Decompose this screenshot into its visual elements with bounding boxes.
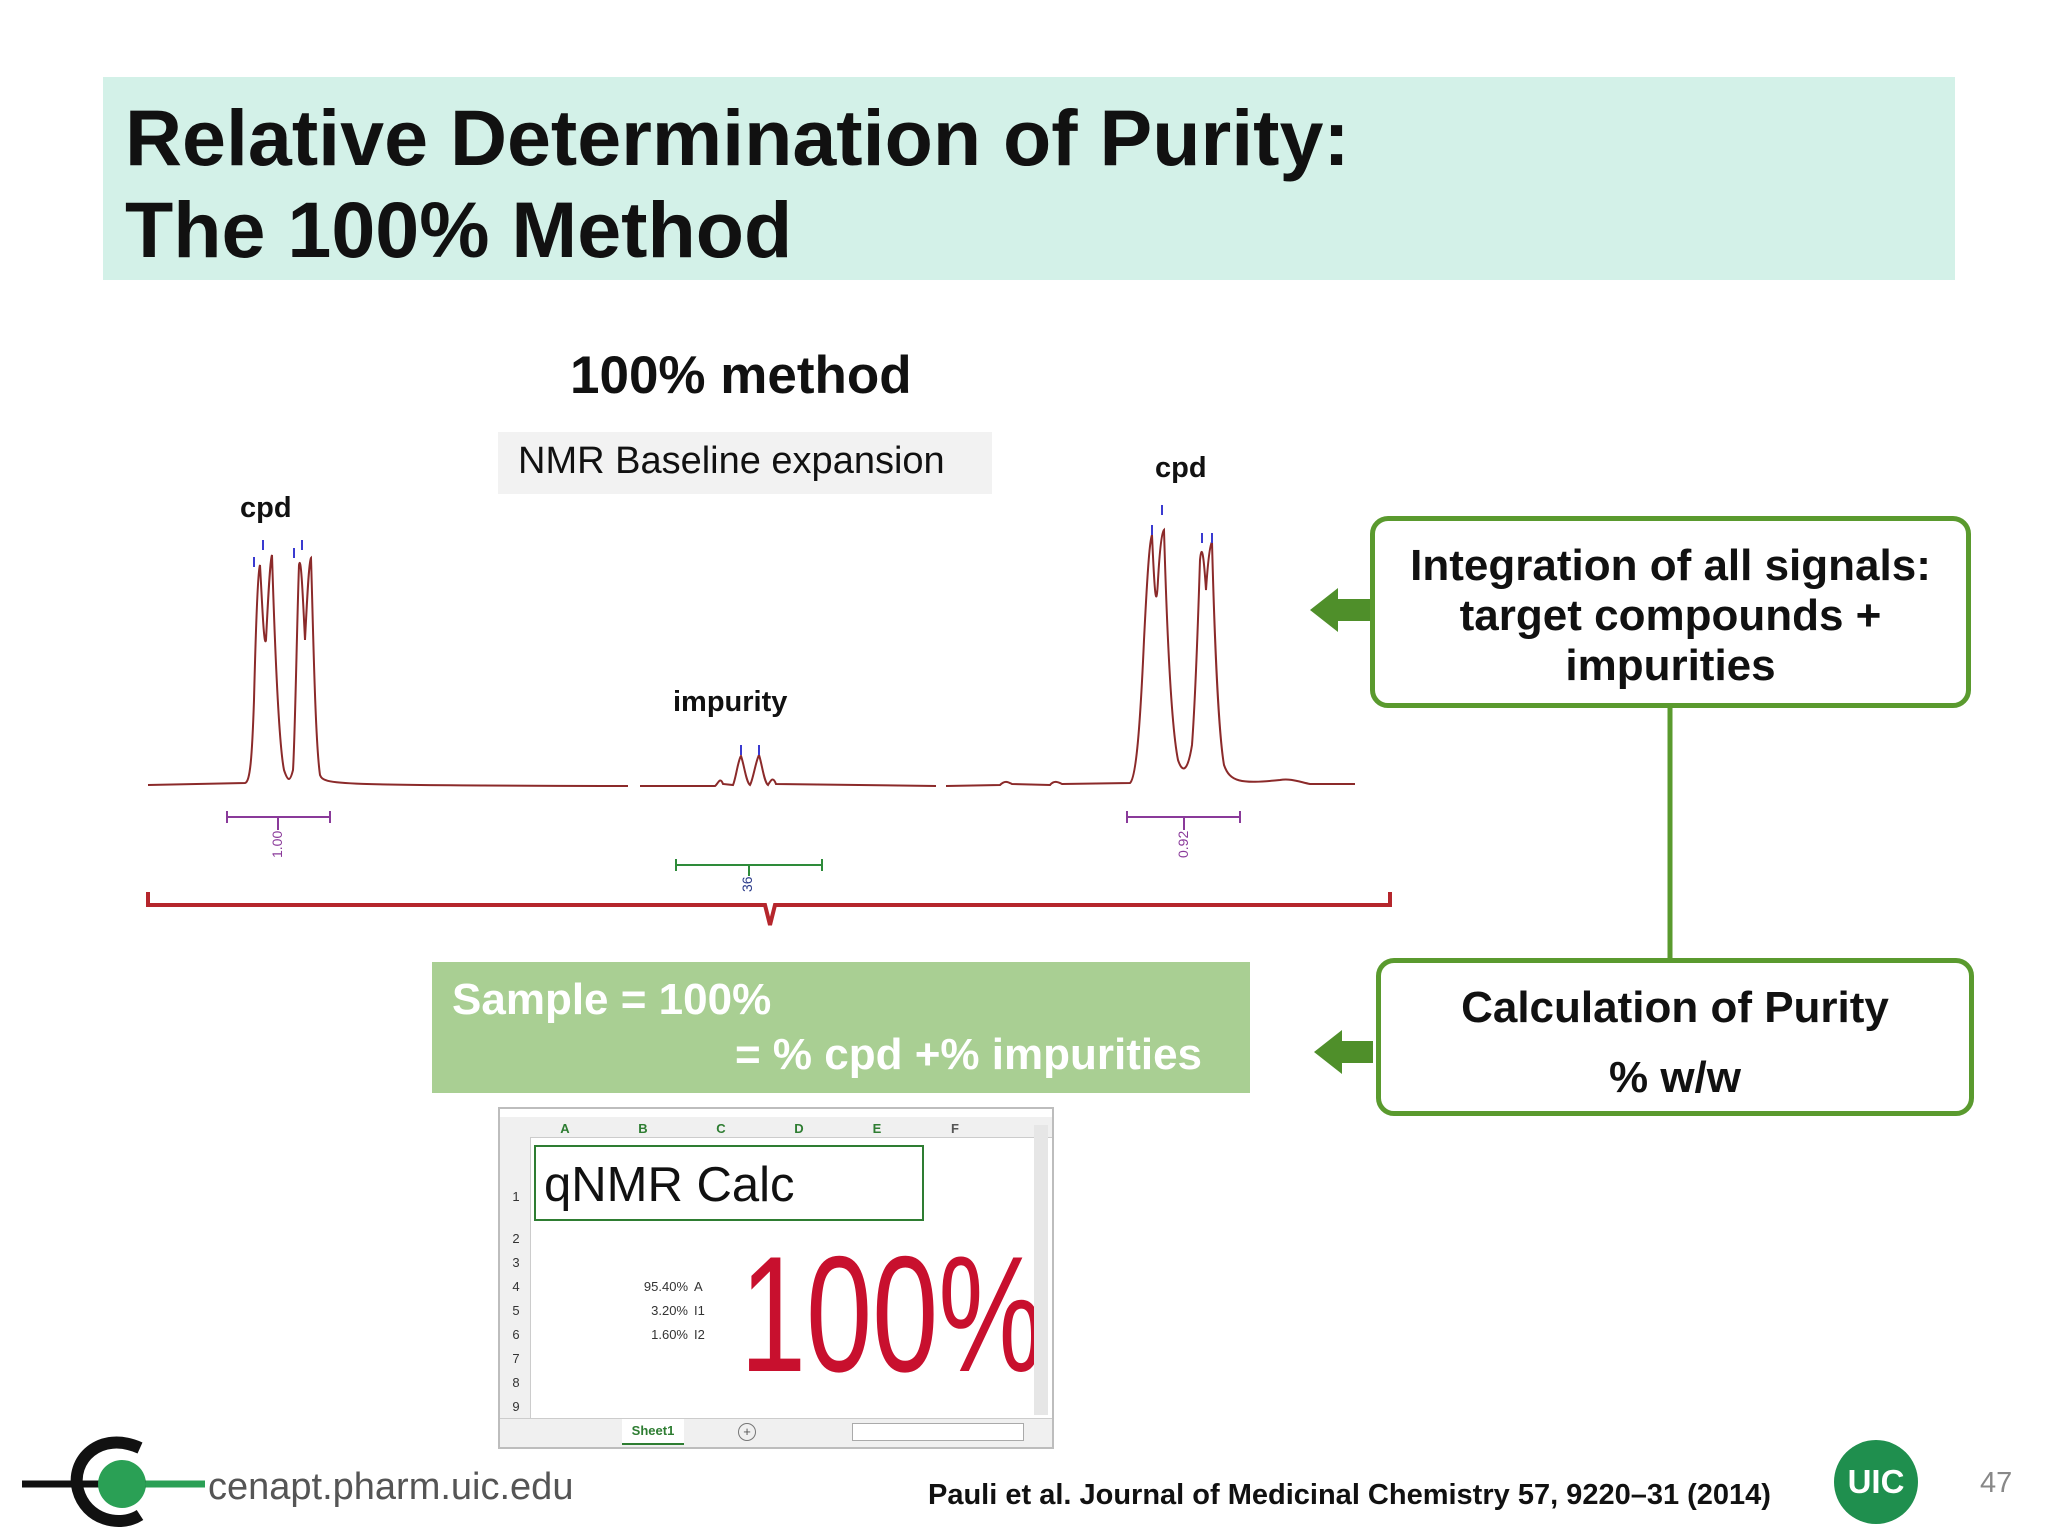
callout-integration: Integration of all signals: target compo… (1370, 516, 1971, 708)
label-cell-3: I2 (694, 1327, 705, 1342)
calc-line1: Calculation of Purity (1461, 983, 1889, 1032)
column-header-bar (500, 1117, 1052, 1138)
scrollbar-horizontal[interactable] (852, 1423, 1024, 1441)
integral-value-impurity: 36 (739, 876, 755, 892)
title-banner (103, 77, 1955, 280)
slide-title: Relative Determination of Purity: The 10… (125, 93, 1350, 274)
spreadsheet-screenshot: A B C D E F 1 2 3 4 5 6 7 8 9 qNMR Calc … (498, 1107, 1054, 1449)
row-header-bar (500, 1137, 531, 1421)
integral-left (226, 811, 331, 830)
value-cell-3: 1.60% (651, 1327, 688, 1342)
method-heading: 100% method (570, 346, 912, 405)
sample-line2: = % cpd +% impurities (735, 1030, 1203, 1079)
peak-label-left: cpd (240, 492, 292, 524)
row-header-3: 3 (512, 1255, 520, 1270)
brace-icon (146, 892, 1392, 926)
row-header-5: 5 (512, 1303, 520, 1318)
title-cell: qNMR Calc (534, 1145, 924, 1221)
sheet-tab[interactable]: Sheet1 (622, 1419, 684, 1445)
col-header-d: D (794, 1121, 804, 1136)
calc-line2: % w/w (1608, 1053, 1742, 1102)
value-cell-2: 3.20% (651, 1303, 688, 1318)
baseline-label: NMR Baseline expansion (518, 440, 945, 482)
peak-label-impurity: impurity (673, 686, 788, 718)
spectrum-trace-impurity (640, 752, 937, 787)
label-cell-1: A (694, 1279, 703, 1294)
spectrum-trace-left (147, 554, 628, 787)
row-header-4: 4 (512, 1279, 520, 1294)
col-header-c: C (716, 1121, 726, 1136)
peak-pick-marks (253, 505, 1213, 755)
page-number: 47 (1980, 1467, 2013, 1499)
citation: Pauli et al. Journal of Medicinal Chemis… (928, 1479, 1771, 1511)
row-header-6: 6 (512, 1327, 520, 1342)
integral-value-left: 1.00 (269, 831, 285, 858)
scrollbar-vertical[interactable] (1034, 1125, 1048, 1415)
integral-right (1126, 811, 1241, 830)
label-cell-2: I1 (694, 1303, 705, 1318)
row-header-9: 9 (512, 1399, 520, 1414)
row-header-7: 7 (512, 1351, 520, 1366)
spectrum-trace-right (945, 527, 1355, 787)
baseline-label-box (498, 432, 992, 494)
col-header-a: A (560, 1121, 570, 1136)
peak-label-right: cpd (1155, 452, 1207, 484)
arrow-left-icon (1310, 588, 1370, 632)
big-percent: 100% (740, 1222, 1044, 1406)
col-header-f: F (951, 1121, 959, 1136)
sample-line1: Sample = 100% (452, 975, 772, 1024)
integral-impurity (675, 859, 823, 876)
integral-value-right: 0.92 (1175, 831, 1191, 858)
uic-logo-icon: UIC (1834, 1440, 1918, 1524)
sample-box (432, 962, 1250, 1093)
footer-url: cenapt.pharm.uic.edu (208, 1466, 574, 1508)
row-header-8: 8 (512, 1375, 520, 1390)
col-header-e: E (872, 1121, 882, 1136)
row-header-1: 1 (512, 1189, 520, 1204)
callout-calculation: Calculation of Purity % w/w (1376, 958, 1974, 1116)
cenapt-logo-icon (22, 1436, 205, 1527)
col-header-b: B (638, 1121, 648, 1136)
row-header-2: 2 (512, 1231, 520, 1246)
value-cell-1: 95.40% (643, 1279, 688, 1294)
arrow-left-icon (1314, 1030, 1373, 1074)
add-sheet-icon[interactable]: + (738, 1423, 756, 1441)
